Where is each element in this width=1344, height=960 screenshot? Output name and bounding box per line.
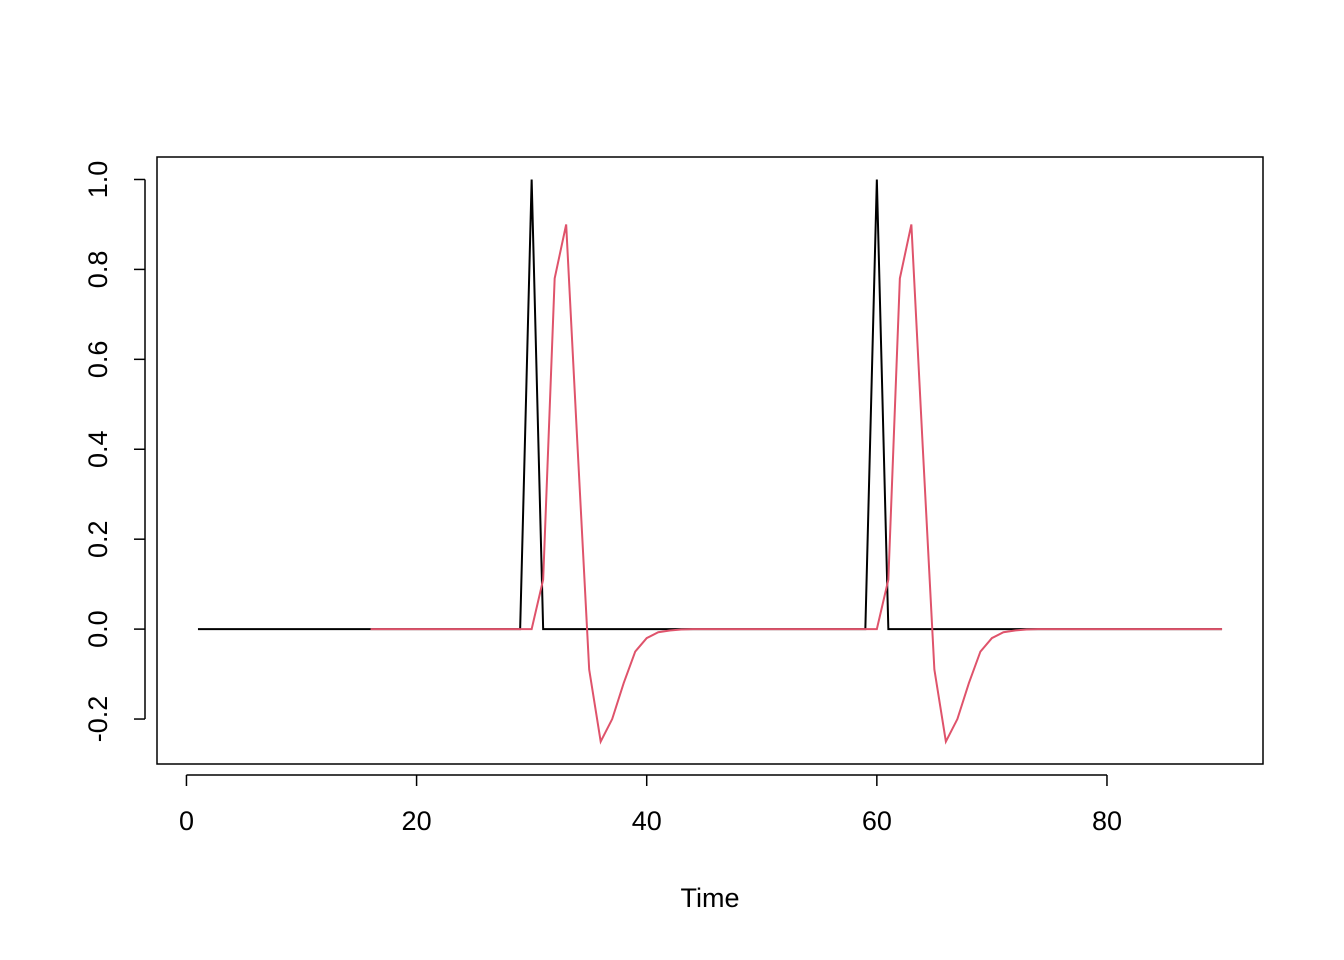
y-tick-label: 0.4 — [83, 430, 113, 468]
x-tick-label: 60 — [862, 806, 892, 836]
plot-box — [156, 156, 1264, 765]
x-axis-label: Time — [681, 883, 740, 913]
y-tick-label: 0.6 — [83, 341, 113, 379]
x-tick-label: 80 — [1092, 806, 1122, 836]
x-tick-label: 20 — [402, 806, 432, 836]
y-tick-label: 0.2 — [83, 520, 113, 558]
y-tick-label: 1.0 — [83, 161, 113, 199]
x-tick-label: 40 — [632, 806, 662, 836]
series-line — [197, 179, 1223, 631]
x-tick-label: 0 — [179, 806, 194, 836]
y-tick-label: 0.0 — [83, 610, 113, 648]
y-tick-label: 0.8 — [83, 251, 113, 289]
series-line — [370, 224, 1223, 745]
y-tick-label: -0.2 — [83, 696, 113, 743]
